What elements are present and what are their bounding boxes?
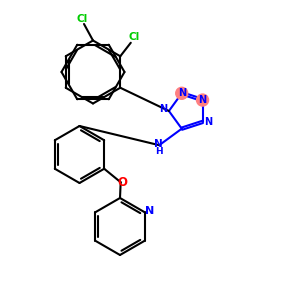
Text: H: H xyxy=(155,147,163,156)
Text: N: N xyxy=(146,206,155,216)
Text: N: N xyxy=(178,88,186,98)
Text: N: N xyxy=(159,104,168,115)
Text: O: O xyxy=(117,176,127,189)
Text: N: N xyxy=(199,95,207,105)
Text: Cl: Cl xyxy=(129,32,140,42)
Text: Cl: Cl xyxy=(77,14,88,24)
Circle shape xyxy=(196,94,208,106)
Text: N: N xyxy=(154,139,163,149)
Text: N: N xyxy=(205,117,213,127)
Circle shape xyxy=(176,87,188,99)
